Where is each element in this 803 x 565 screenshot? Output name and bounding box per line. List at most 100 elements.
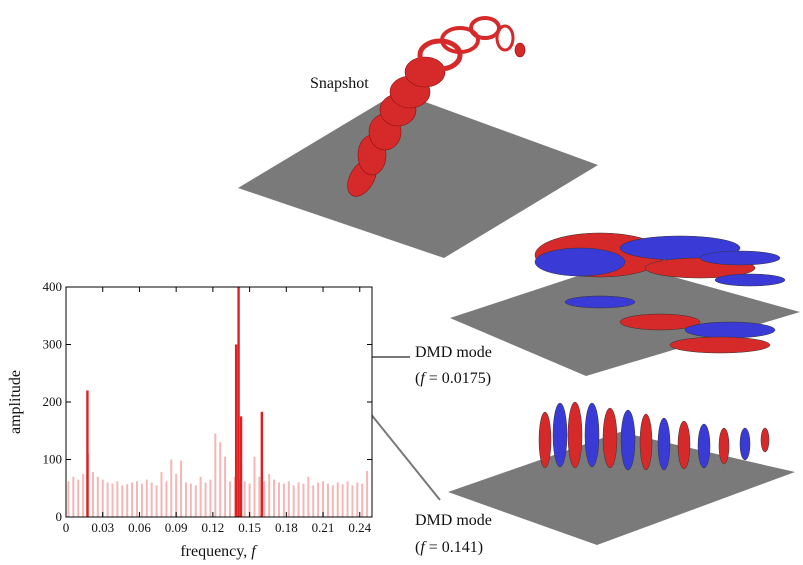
bar bbox=[317, 482, 320, 517]
annotation-frequency: (f = 0.141) bbox=[415, 539, 483, 556]
bar bbox=[140, 483, 143, 517]
plot-frame bbox=[66, 287, 372, 517]
bar bbox=[356, 482, 359, 517]
bar bbox=[292, 485, 295, 517]
value-text: = 0.141) bbox=[425, 539, 483, 556]
x-tick-label: 0.06 bbox=[128, 520, 151, 535]
value-text: = 0.0175) bbox=[425, 370, 491, 387]
bar bbox=[351, 485, 354, 517]
bar bbox=[234, 344, 238, 517]
bar bbox=[238, 479, 241, 517]
bar bbox=[243, 481, 246, 517]
bar bbox=[145, 479, 148, 517]
bar bbox=[91, 472, 94, 517]
x-tick-label: 0 bbox=[63, 520, 70, 535]
y-tick-label: 0 bbox=[56, 509, 63, 524]
bar bbox=[175, 473, 178, 517]
bar bbox=[297, 482, 300, 517]
x-tick-label: 0.03 bbox=[91, 520, 114, 535]
bar bbox=[361, 483, 364, 517]
bar bbox=[67, 481, 70, 517]
bar bbox=[189, 483, 192, 517]
dmd-mode-structure bbox=[534, 232, 786, 354]
x-tick-label: 0.15 bbox=[238, 520, 261, 535]
bar bbox=[131, 482, 134, 517]
bar bbox=[116, 481, 119, 517]
bar bbox=[121, 485, 124, 517]
annotation-title: DMD mode bbox=[415, 344, 492, 361]
bar bbox=[260, 411, 264, 517]
bar bbox=[229, 481, 232, 517]
bar bbox=[258, 476, 261, 517]
bar bbox=[312, 485, 315, 517]
bar bbox=[214, 433, 217, 517]
x-tick-label: 0.24 bbox=[348, 520, 371, 535]
annotation-frequency: (f = 0.0175) bbox=[415, 370, 491, 387]
variable: f bbox=[420, 370, 427, 387]
bar bbox=[268, 473, 271, 517]
bar bbox=[180, 460, 183, 517]
bar bbox=[341, 484, 344, 517]
bar bbox=[86, 390, 89, 517]
bar bbox=[322, 481, 325, 517]
paren: ( bbox=[415, 370, 420, 387]
bar bbox=[239, 416, 243, 517]
bar bbox=[77, 479, 80, 517]
bar bbox=[150, 482, 153, 517]
bar bbox=[273, 479, 276, 517]
bar bbox=[253, 456, 256, 517]
bar bbox=[282, 483, 285, 517]
bar bbox=[263, 481, 266, 517]
bar bbox=[248, 483, 251, 517]
bar bbox=[106, 482, 109, 517]
y-tick-label: 400 bbox=[43, 279, 63, 294]
bar bbox=[160, 472, 163, 517]
bar bbox=[287, 481, 290, 517]
y-tick-label: 100 bbox=[43, 452, 63, 467]
bar bbox=[302, 483, 305, 517]
bar bbox=[184, 482, 187, 517]
bar bbox=[165, 481, 168, 517]
y-tick-label: 200 bbox=[43, 394, 63, 409]
bar bbox=[199, 476, 202, 517]
x-tick-label: 0.09 bbox=[165, 520, 188, 535]
bar bbox=[155, 485, 158, 517]
bar bbox=[72, 476, 75, 517]
variable: f bbox=[251, 543, 258, 560]
bar bbox=[307, 476, 310, 517]
bar bbox=[204, 482, 207, 517]
y-tick-label: 300 bbox=[43, 337, 63, 352]
plot-area: 0 100 200 300 400 0 0.03 0.06 0.09 0.12 0.15 0.18 0.… bbox=[43, 279, 373, 535]
bar bbox=[82, 473, 85, 517]
bar bbox=[194, 485, 197, 517]
vortex bbox=[347, 16, 526, 197]
bar bbox=[326, 483, 329, 517]
bar bbox=[346, 481, 349, 517]
bar bbox=[331, 485, 334, 517]
bar bbox=[219, 442, 222, 517]
x-tick-label: 0.18 bbox=[275, 520, 298, 535]
x-label-text: frequency, bbox=[180, 543, 251, 560]
bar bbox=[224, 456, 227, 517]
bar bbox=[135, 481, 138, 517]
x-tick-label: 0.12 bbox=[202, 520, 225, 535]
snapshot-label: Snapshot bbox=[310, 75, 369, 92]
y-axis-label: amplitude bbox=[7, 370, 24, 434]
variable: f bbox=[420, 539, 427, 556]
annotation-title: DMD mode bbox=[415, 512, 492, 529]
paren: ( bbox=[415, 539, 420, 556]
plate bbox=[238, 92, 598, 258]
bar bbox=[233, 476, 236, 517]
bar bbox=[209, 479, 212, 517]
bar bbox=[96, 476, 99, 517]
bar bbox=[366, 471, 369, 517]
bar bbox=[101, 479, 104, 517]
dmd-mode-structure bbox=[538, 401, 770, 471]
bar bbox=[336, 482, 339, 517]
bar bbox=[170, 459, 173, 517]
bar bbox=[126, 484, 129, 517]
bar bbox=[111, 483, 114, 517]
x-tick-label: 0.21 bbox=[312, 520, 335, 535]
